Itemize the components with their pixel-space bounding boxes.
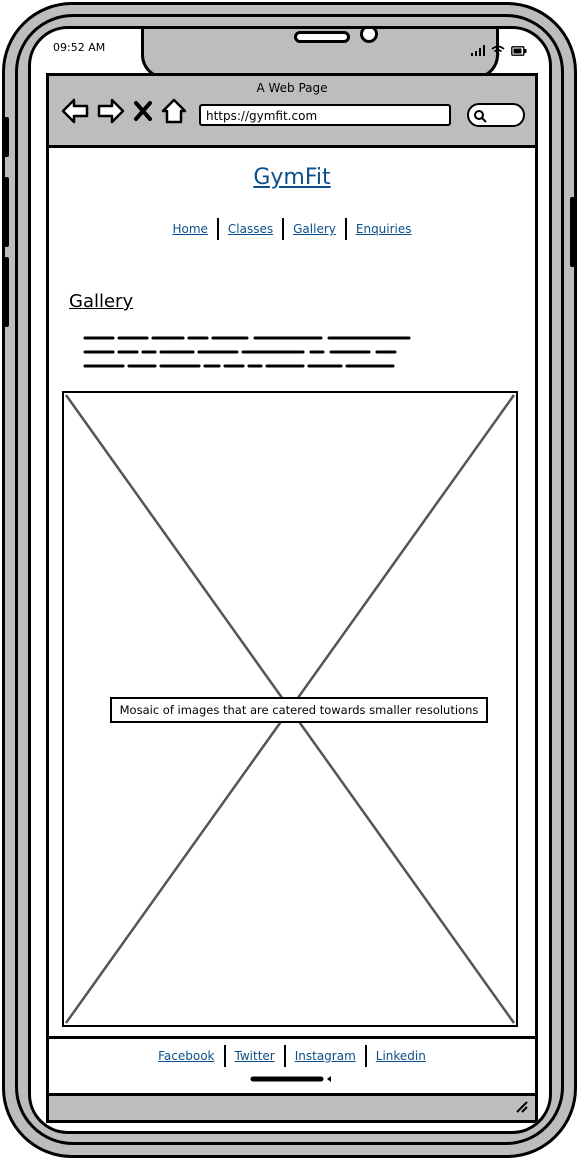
nav-divider: [216, 218, 219, 240]
site-title-link[interactable]: GymFit: [253, 165, 331, 190]
forward-arrow-icon[interactable]: [97, 98, 125, 128]
nav-divider: [282, 218, 285, 240]
footer-nav: Facebook Twitter Instagram Linkedin: [49, 1045, 535, 1067]
status-time: 09:52 AM: [53, 41, 106, 54]
battery-icon: [511, 41, 527, 60]
back-arrow-icon[interactable]: [61, 98, 89, 128]
browser-toolbar: A Web Page https://gymfit.com: [49, 76, 535, 148]
notch: [141, 29, 499, 79]
browser-status-bar: [49, 1096, 535, 1120]
main-nav: Home Classes Gallery Enquiries: [49, 218, 535, 240]
nav-divider: [344, 218, 347, 240]
footer-link-facebook[interactable]: Facebook: [158, 1049, 215, 1063]
nav-link-gallery[interactable]: Gallery: [293, 222, 336, 236]
nav-divider: [364, 1045, 367, 1067]
footer-link-linkedin[interactable]: Linkedin: [375, 1049, 426, 1063]
placeholder-text-scribble: [83, 336, 411, 368]
side-button: [4, 177, 9, 247]
nav-link-classes[interactable]: Classes: [227, 222, 274, 236]
side-button: [4, 117, 9, 157]
camera: [360, 29, 378, 43]
copyright-scribble: [250, 1076, 331, 1082]
search-icon: [474, 110, 487, 123]
site-footer: Facebook Twitter Instagram Linkedin: [49, 1036, 535, 1096]
phone-screen: 09:52 AM A Web Page: [28, 26, 552, 1134]
browser-title: A Web Page: [256, 81, 328, 95]
gallery-image-placeholder: Mosaic of images that are catered toward…: [62, 391, 518, 1027]
stop-icon[interactable]: [133, 100, 153, 126]
resize-grip-icon[interactable]: [515, 1100, 529, 1114]
browser-search-field[interactable]: [467, 103, 525, 127]
side-button: [570, 197, 575, 267]
nav-link-home[interactable]: Home: [172, 222, 208, 236]
page-content: GymFit Home Classes Gallery Enquiries Ga…: [49, 151, 535, 1031]
nav-divider: [283, 1045, 286, 1067]
footer-link-instagram[interactable]: Instagram: [294, 1049, 356, 1063]
home-icon[interactable]: [161, 98, 187, 128]
wifi-icon: [491, 41, 505, 60]
page-heading: Gallery: [69, 291, 134, 312]
browser-window: A Web Page https://gymfit.com: [46, 73, 538, 1123]
nav-link-enquiries[interactable]: Enquiries: [355, 222, 412, 236]
url-bar[interactable]: https://gymfit.com: [199, 104, 451, 126]
side-button: [4, 257, 9, 327]
nav-divider: [223, 1045, 226, 1067]
browser-nav-icons: [61, 98, 187, 128]
speaker: [294, 31, 350, 43]
placeholder-caption: Mosaic of images that are catered toward…: [110, 697, 488, 723]
status-icons: [471, 41, 527, 60]
footer-link-twitter[interactable]: Twitter: [234, 1049, 275, 1063]
signal-icon: [471, 41, 485, 60]
